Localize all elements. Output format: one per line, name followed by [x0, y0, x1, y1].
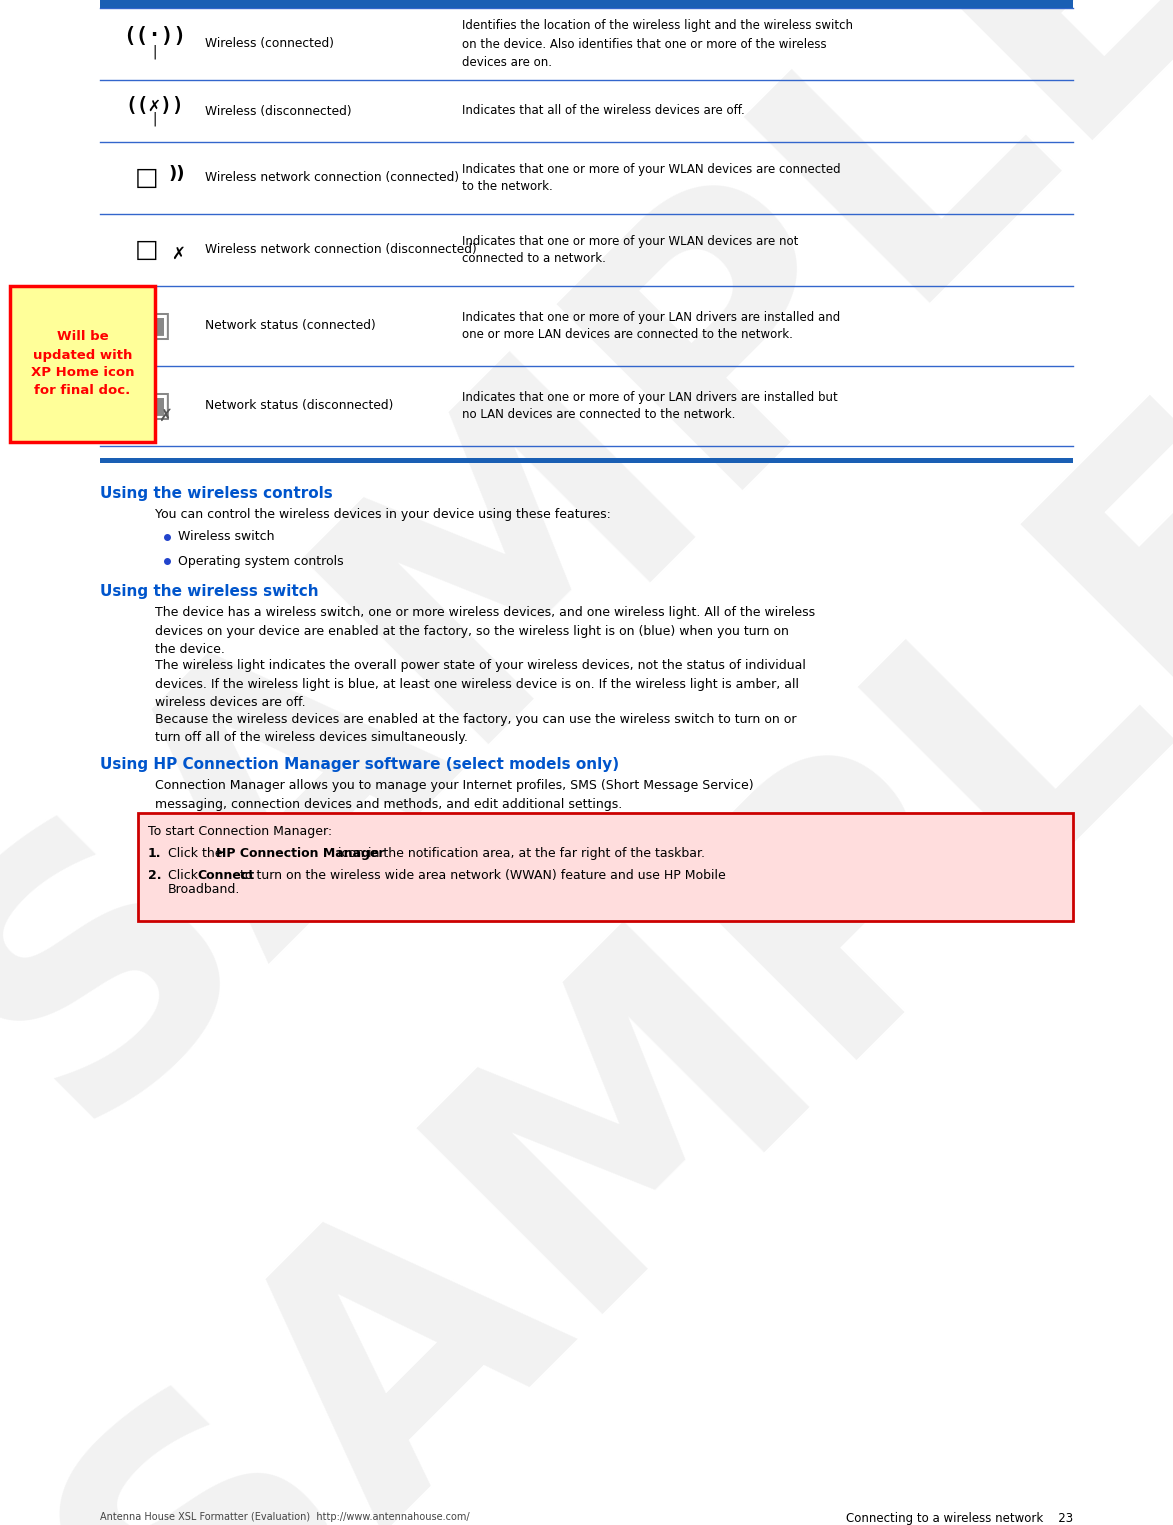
Text: □: □	[135, 238, 158, 262]
Text: ((·)): ((·))	[123, 26, 187, 46]
Text: Wireless (connected): Wireless (connected)	[205, 38, 334, 50]
Text: to turn on the wireless wide area network (WWAN) feature and use HP Mobile: to turn on the wireless wide area networ…	[236, 869, 726, 883]
Text: Click the: Click the	[168, 848, 226, 860]
Text: Connection Manager allows you to manage your Internet profiles, SMS (Short Messa: Connection Manager allows you to manage …	[155, 779, 753, 811]
Text: Indicates that one or more of your LAN drivers are installed but
no LAN devices : Indicates that one or more of your LAN d…	[462, 390, 838, 421]
Text: HP Connection Manager: HP Connection Manager	[217, 848, 385, 860]
Text: Wireless switch: Wireless switch	[178, 531, 274, 543]
Text: To start Connection Manager:: To start Connection Manager:	[148, 825, 332, 839]
Text: Using the wireless controls: Using the wireless controls	[100, 486, 333, 502]
Text: Indicates that one or more of your WLAN devices are not
connected to a network.: Indicates that one or more of your WLAN …	[462, 235, 799, 265]
Text: ▣: ▣	[138, 310, 172, 343]
Text: |: |	[151, 44, 160, 59]
Text: ((✗)): ((✗))	[126, 96, 184, 114]
Text: You can control the wireless devices in your device using these features:: You can control the wireless devices in …	[155, 508, 611, 522]
Text: Broadband.: Broadband.	[168, 883, 240, 897]
Text: SAMPLE: SAMPLE	[0, 0, 1173, 1183]
Text: Using the wireless switch: Using the wireless switch	[100, 584, 319, 599]
Text: 2.: 2.	[148, 869, 162, 883]
Text: Wireless (disconnected): Wireless (disconnected)	[205, 105, 352, 117]
Text: Wireless network connection (disconnected): Wireless network connection (disconnecte…	[205, 244, 476, 256]
Text: Wireless network connection (connected): Wireless network connection (connected)	[205, 171, 459, 185]
Text: The device has a wireless switch, one or more wireless devices, and one wireless: The device has a wireless switch, one or…	[155, 605, 815, 656]
Text: Using HP Connection Manager software (select models only): Using HP Connection Manager software (se…	[100, 758, 619, 772]
Text: Network status (disconnected): Network status (disconnected)	[205, 400, 393, 412]
Bar	[100, 458, 1073, 464]
Text: ✗: ✗	[171, 246, 185, 262]
Text: ▣: ▣	[138, 389, 172, 422]
Text: |: |	[151, 111, 160, 127]
FancyBboxPatch shape	[138, 813, 1073, 921]
Bar	[100, 0, 1073, 8]
Text: Connect: Connect	[197, 869, 255, 883]
Text: Connecting to a wireless network    23: Connecting to a wireless network 23	[846, 1511, 1073, 1525]
Text: )): ))	[169, 165, 185, 183]
Text: Indicates that one or more of your WLAN devices are connected
to the network.: Indicates that one or more of your WLAN …	[462, 163, 841, 194]
Text: Indicates that one or more of your LAN drivers are installed and
one or more LAN: Indicates that one or more of your LAN d…	[462, 311, 840, 342]
Text: ✗: ✗	[158, 407, 172, 425]
Text: Network status (connected): Network status (connected)	[205, 320, 375, 332]
Text: icon in the notification area, at the far right of the taskbar.: icon in the notification area, at the fa…	[334, 848, 705, 860]
Text: SAMPLE: SAMPLE	[0, 346, 1173, 1525]
Text: □: □	[135, 166, 158, 191]
Text: 1.: 1.	[148, 848, 162, 860]
Text: The wireless light indicates the overall power state of your wireless devices, n: The wireless light indicates the overall…	[155, 659, 806, 709]
Text: Identifies the location of the wireless light and the wireless switch
on the dev: Identifies the location of the wireless …	[462, 20, 853, 69]
Text: Antenna House XSL Formatter (Evaluation)  http://www.antennahouse.com/: Antenna House XSL Formatter (Evaluation)…	[100, 1511, 469, 1522]
Text: Indicates that all of the wireless devices are off.: Indicates that all of the wireless devic…	[462, 105, 745, 117]
Text: Operating system controls: Operating system controls	[178, 555, 344, 567]
Text: Because the wireless devices are enabled at the factory, you can use the wireles: Because the wireless devices are enabled…	[155, 712, 796, 744]
FancyBboxPatch shape	[11, 287, 155, 442]
Text: Will be
updated with
XP Home icon
for final doc.: Will be updated with XP Home icon for fi…	[30, 331, 134, 398]
Text: Click: Click	[168, 869, 202, 883]
